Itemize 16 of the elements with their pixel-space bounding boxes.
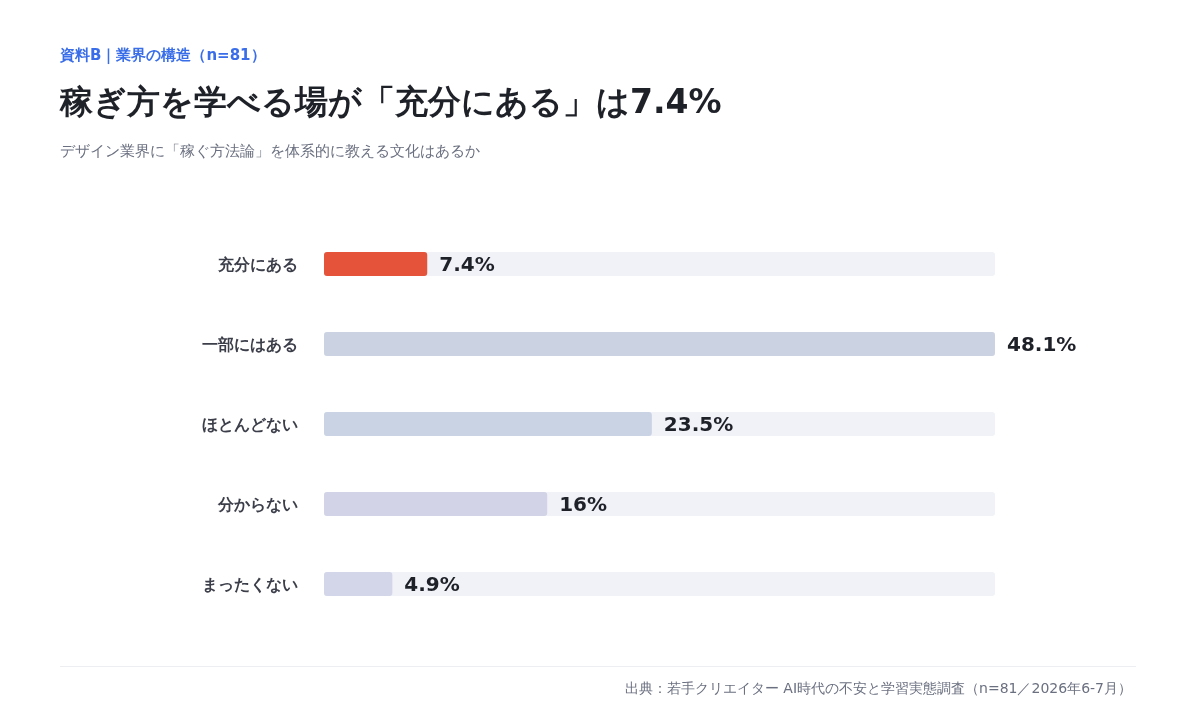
- y-tick-label: まったくない: [202, 574, 298, 594]
- data-label: 7.4%: [439, 252, 495, 276]
- data-label: 4.9%: [404, 572, 460, 596]
- chart-subtitle: デザイン業界に「稼ぐ方法論」を体系的に教える文化はあるか: [60, 142, 480, 161]
- data-label: 48.1%: [1007, 332, 1077, 356]
- bar: [324, 252, 428, 276]
- data-label: 23.5%: [663, 412, 734, 436]
- data-label: 16%: [559, 492, 608, 516]
- chart-title: 稼ぎ方を学べる場が「充分にある」は7.4%: [60, 81, 722, 123]
- text: 資料B｜業界の構造（n=81）: [60, 46, 266, 65]
- bar: [324, 572, 393, 596]
- y-tick-label: 充分にある: [217, 254, 298, 274]
- y-tick-label: 一部にはある: [202, 334, 298, 354]
- y-tick-label: ほとんどない: [202, 414, 298, 434]
- source-note: 出典：若手クリエイター AI時代の不安と学習実態調査（n=81／2026年6-7月）: [624, 680, 1132, 698]
- y-tick-label: 分からない: [217, 494, 298, 514]
